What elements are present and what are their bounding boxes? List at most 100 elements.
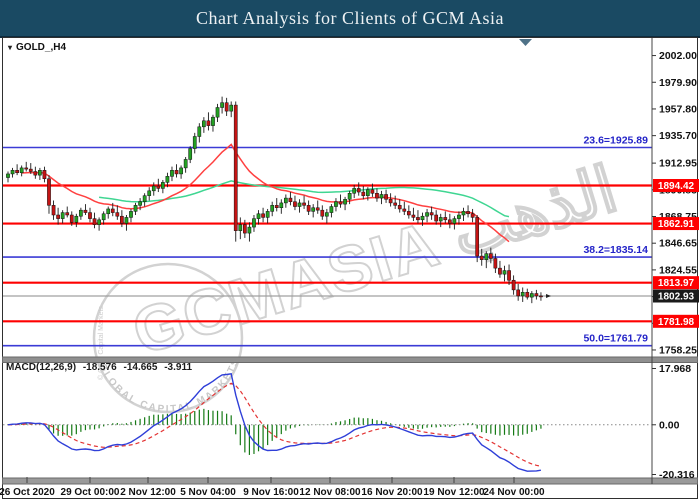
candle-body — [42, 170, 47, 180]
symbol-label: ▾ GOLD_,H4 — [8, 42, 66, 53]
candle-body — [252, 218, 256, 228]
candle-body — [507, 270, 511, 281]
candle-body — [452, 218, 457, 224]
candle-body — [161, 182, 165, 189]
price-tick-label: 1846.65 — [659, 238, 697, 250]
candle-body — [447, 219, 452, 224]
macd-hist-value: -3.911 — [164, 362, 193, 373]
price-tag — [653, 217, 699, 231]
candle-body — [388, 199, 393, 204]
candle-body — [215, 107, 220, 118]
candle-body — [320, 209, 325, 217]
slow-ma-line — [98, 180, 510, 218]
candle-body — [375, 193, 379, 199]
price-tick-label: 1935.70 — [659, 130, 697, 142]
time-axis[interactable]: 26 Oct 2020 29 Oct 00:00 2 Nov 12:00 5 Nov … — [0, 477, 545, 498]
candle-body — [183, 159, 188, 169]
candle-body — [229, 104, 234, 112]
price-tag-label: 1813.97 — [658, 278, 695, 289]
candle-body — [101, 213, 106, 221]
pane-separator[interactable] — [2, 356, 698, 363]
time-axis-band[interactable] — [2, 477, 698, 485]
candle-body — [238, 224, 243, 231]
candle-body — [28, 168, 33, 172]
candle-body — [120, 215, 124, 224]
candle-body — [133, 205, 138, 212]
candle-body — [534, 293, 539, 297]
candle-body — [379, 194, 384, 199]
symbol-text: GOLD_,H4 — [16, 42, 67, 53]
candle-body — [311, 207, 316, 212]
page-title: Chart Analysis for Clients of GCM Asia — [196, 7, 504, 28]
candle-body — [15, 170, 19, 173]
price-tick-label: 2002.00 — [659, 50, 697, 62]
candle-body — [147, 190, 152, 196]
price-tag — [653, 314, 699, 328]
candle-body — [361, 191, 366, 196]
candle-body — [202, 120, 206, 128]
candle-body — [338, 201, 343, 205]
candle-body — [92, 218, 97, 225]
candle-body — [498, 267, 502, 275]
price-tag-label: 1781.98 — [658, 317, 695, 328]
price-tag-label: 1802.93 — [658, 292, 695, 303]
candle-body — [6, 173, 10, 178]
candle-body — [297, 202, 302, 207]
candle-body — [425, 212, 429, 217]
macd-tick-label: -20.316 — [659, 469, 695, 481]
candle-body — [484, 253, 489, 260]
price-tag — [653, 179, 699, 192]
macd-histogram — [11, 408, 542, 455]
candle-body — [247, 226, 252, 234]
candle-body — [411, 214, 416, 218]
candle-body — [274, 205, 279, 208]
candle-body — [406, 211, 411, 216]
candle-body — [397, 205, 402, 210]
candle-body — [365, 189, 370, 196]
macd-signal-value: -14.665 — [123, 362, 158, 373]
price-tag — [653, 289, 699, 303]
candle-body — [138, 201, 142, 206]
candle-body — [288, 197, 293, 202]
candle-body — [502, 270, 507, 275]
candle-body — [461, 211, 466, 216]
candle-body — [529, 293, 534, 298]
candle-body — [10, 170, 15, 175]
time-tick-label: 29 Oct 00:00 — [61, 487, 120, 498]
candle-body — [384, 194, 388, 200]
candle-body — [393, 202, 398, 206]
price-tag — [653, 276, 699, 290]
candle-body — [302, 202, 306, 206]
candle-body — [438, 217, 443, 222]
candle-body — [47, 178, 51, 206]
price-tag-label: 1862.91 — [658, 219, 695, 230]
candle-body — [24, 167, 29, 170]
candle-body — [38, 170, 42, 176]
candle-body — [334, 201, 338, 207]
candle-body — [156, 185, 161, 189]
price-tick-label: 1758.25 — [659, 344, 697, 356]
candle-body — [457, 214, 461, 219]
time-tick-label: 24 Nov 00:00 — [483, 487, 545, 498]
price-tag-label: 1894.42 — [658, 181, 695, 192]
chevron-down-icon: ▾ — [8, 43, 13, 52]
candle-body — [261, 213, 265, 218]
candles[interactable] — [6, 96, 543, 304]
price-tick-label: 1957.80 — [659, 103, 697, 115]
candle-body — [83, 209, 88, 213]
candle-body — [493, 258, 498, 269]
candle-body — [106, 208, 111, 215]
candle-body — [284, 197, 288, 204]
candle-body — [179, 167, 183, 175]
candle-body — [192, 136, 197, 149]
macd-main-line — [7, 373, 542, 472]
candle-body — [420, 215, 425, 221]
time-tick-label: 12 Nov 08:00 — [299, 487, 361, 498]
candle-body — [142, 195, 147, 202]
candle-body — [56, 214, 60, 219]
time-tick-label: 5 Nov 04:00 — [180, 487, 236, 498]
macd-tick-label: 17.968 — [659, 363, 691, 375]
fib-level-label: 23.6=1925.89 — [583, 134, 648, 146]
